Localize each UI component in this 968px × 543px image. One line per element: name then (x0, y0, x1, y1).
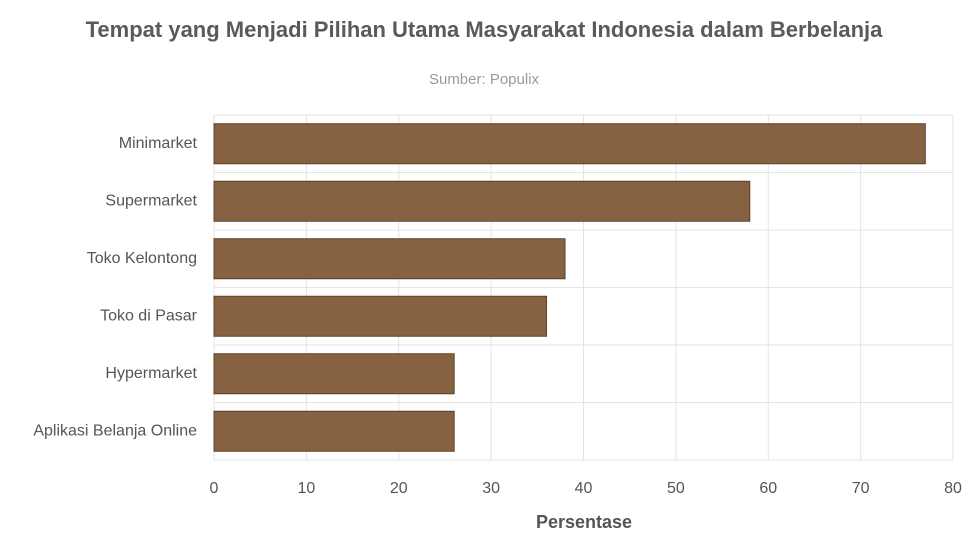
x-tick-label: 70 (852, 480, 870, 497)
chart-subtitle: Sumber: Populix (429, 71, 540, 88)
bar (213, 180, 751, 222)
x-tick-label: 10 (297, 480, 315, 497)
x-tick-label: 0 (210, 480, 219, 497)
bar (213, 410, 455, 452)
x-tick-label: 40 (575, 480, 593, 497)
x-tick-label: 80 (944, 480, 962, 497)
y-tick-label: Toko Kelontong (87, 250, 197, 267)
x-tick-label: 50 (667, 480, 685, 497)
x-tick-label: 20 (390, 480, 408, 497)
bar (213, 123, 926, 165)
x-tick-label: 60 (759, 480, 777, 497)
y-tick-label: Aplikasi Belanja Online (33, 422, 197, 439)
y-tick-label: Minimarket (119, 135, 198, 152)
bar (213, 353, 455, 395)
x-tick-label: 30 (482, 480, 500, 497)
x-axis-title: Persentase (536, 512, 632, 532)
chart-title: Tempat yang Menjadi Pilihan Utama Masyar… (86, 17, 884, 42)
y-tick-label: Supermarket (105, 192, 197, 209)
y-tick-label: Toko di Pasar (100, 307, 198, 324)
bar (213, 295, 548, 337)
y-tick-label: Hypermarket (105, 365, 197, 382)
bar (213, 238, 566, 280)
